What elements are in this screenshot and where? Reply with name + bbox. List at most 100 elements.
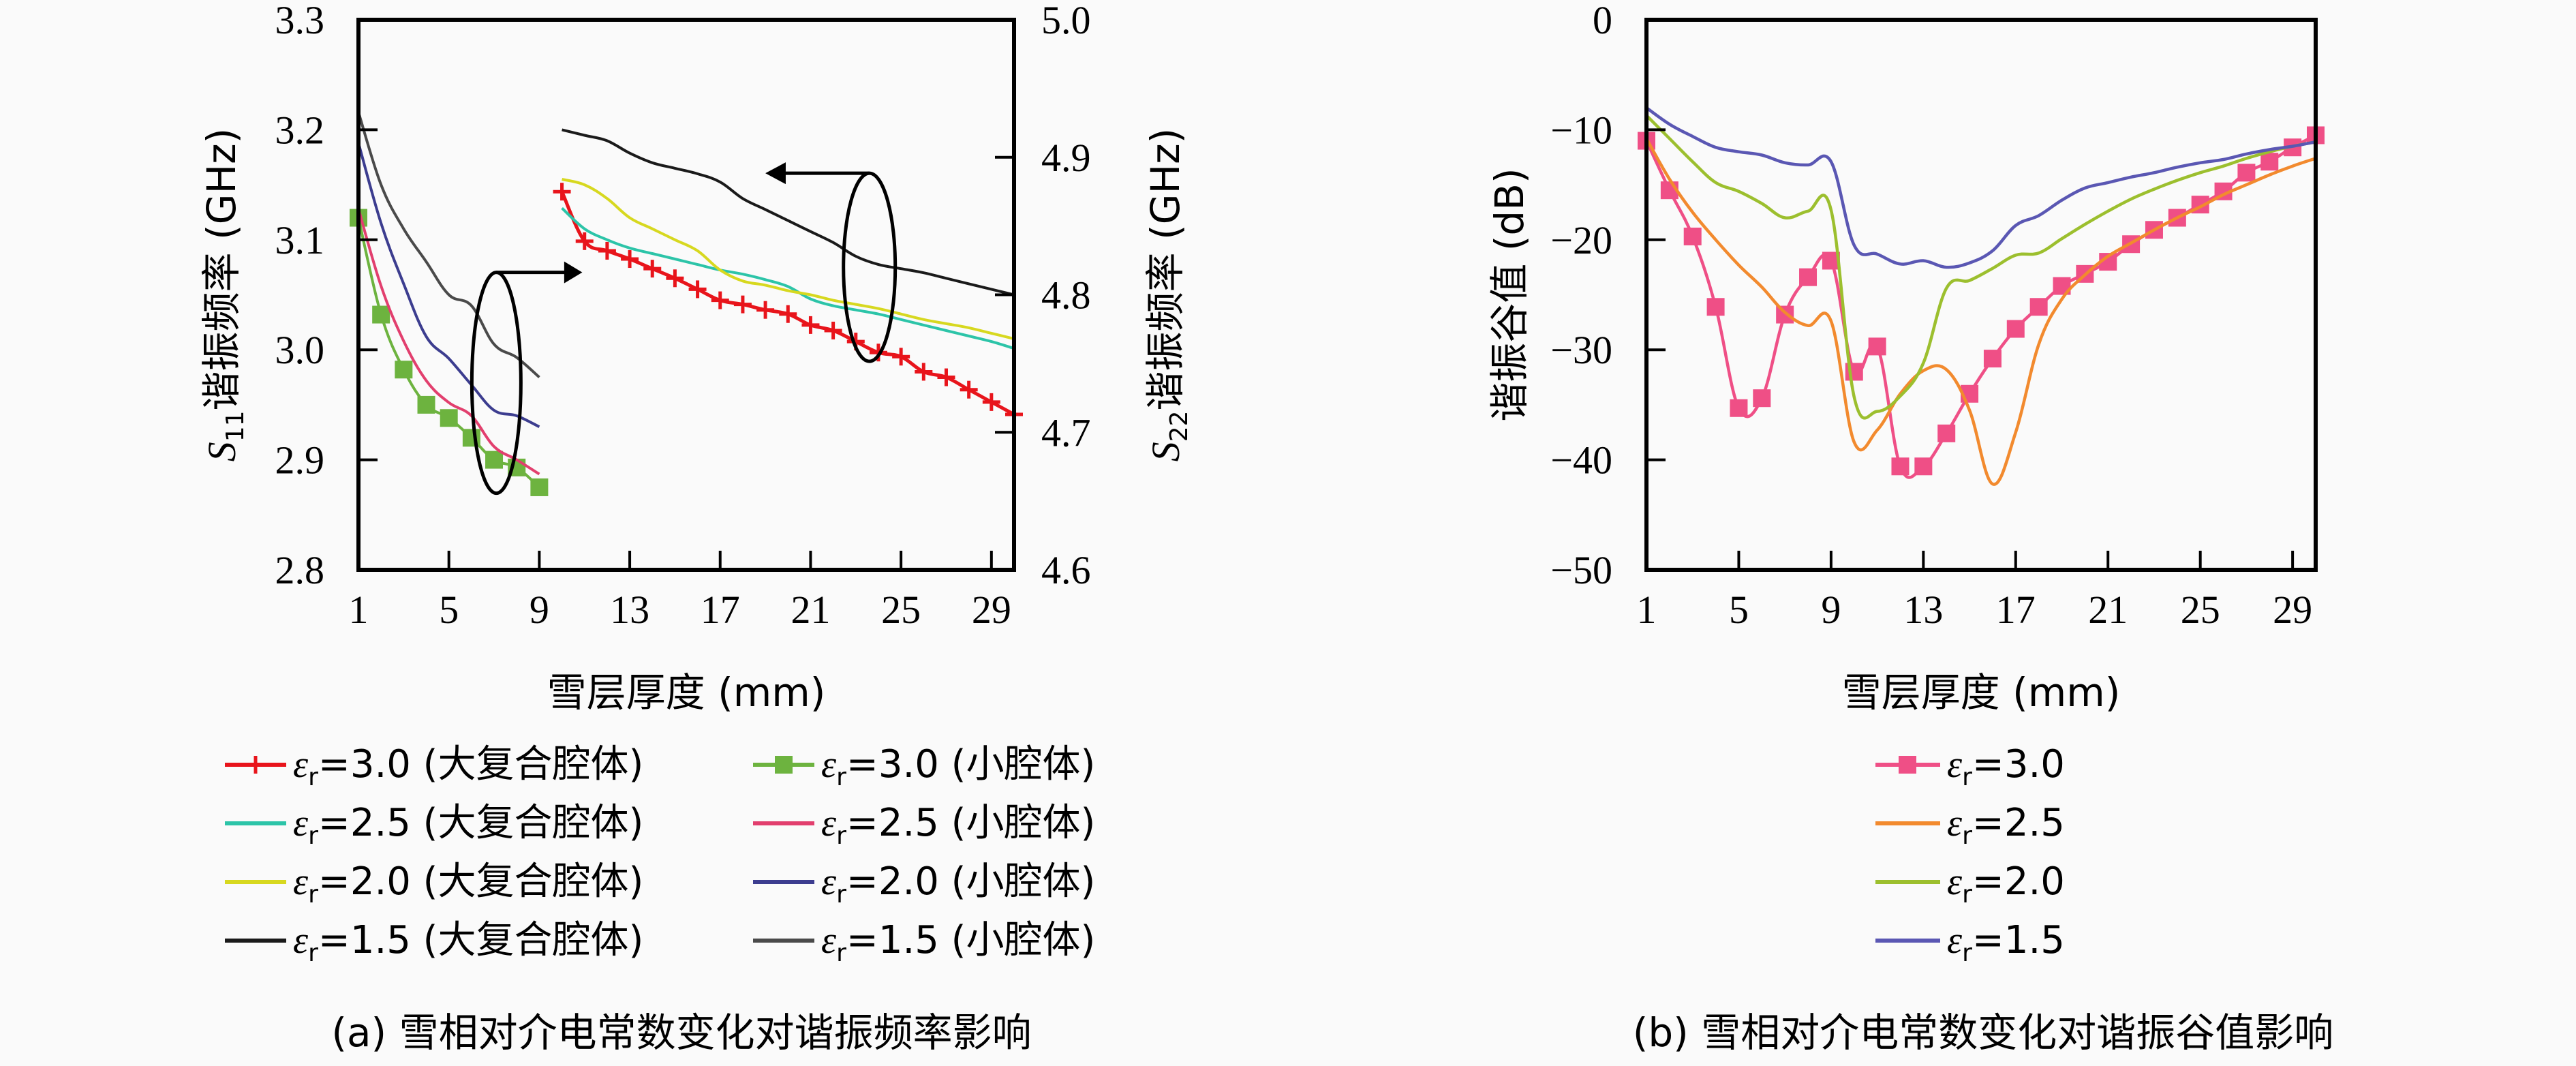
chart-a: 1 5 9 13 17 21 25 29 2.82.93.03.13.23.3 4.64.74… <box>198 0 1193 1056</box>
chart-a-point-0 <box>553 183 571 201</box>
x-tick-label: 9 <box>530 588 549 632</box>
chart-a-point-0 <box>575 232 594 250</box>
chart-b-legend: εr=3.0 εr=2.5 εr=2.0 εr=1.5 <box>1875 742 2065 967</box>
arrow-left-icon <box>765 162 786 185</box>
legend-item: εr=2.0 (大复合腔体) <box>225 859 643 909</box>
chart-a-point-0 <box>779 305 797 323</box>
chart-a-x-axis-title: 雪层厚度 (mm) <box>547 669 826 716</box>
legend-label: εr=3.0 (小腔体) <box>821 742 1095 791</box>
legend-item: εr=1.5 <box>1875 918 2065 967</box>
s-letter-right: S <box>1144 442 1188 461</box>
chart-b-point-0 <box>2006 320 2025 338</box>
chart-b-series-layer <box>1638 106 2325 486</box>
chart-a-caption: (a) 雪相对介电常数变化对谐振频率影响 <box>331 1009 1031 1056</box>
chart-a-point-4 <box>485 451 504 469</box>
chart-a-series-line-1 <box>561 207 1015 350</box>
chart-a-point-4 <box>530 478 549 496</box>
legend-item: εr=2.0 <box>1875 859 2065 909</box>
chart-a-point-0 <box>733 295 752 314</box>
legend-label: εr=2.0 (大复合腔体) <box>293 859 643 909</box>
chart-b-caption: (b) 雪相对介电常数变化对谐振谷值影响 <box>1633 1009 2334 1056</box>
legend-label: εr=2.0 (小腔体) <box>821 859 1095 909</box>
x-tick-label: 1 <box>349 588 369 632</box>
chart-b-series-line-3 <box>1645 106 2316 269</box>
chart-a-point-0 <box>915 363 933 381</box>
chart-a-series-line-4 <box>357 217 540 489</box>
x-tick-label: 1 <box>1637 588 1657 632</box>
x-tick-label: 29 <box>972 588 1011 632</box>
legend-marker <box>775 756 793 774</box>
chart-a-series-line-2 <box>562 178 1015 341</box>
legend-item: εr=2.5 <box>1875 801 2065 850</box>
y-tick-label: −10 <box>1550 108 1612 152</box>
legend-item: εr=1.5 (小腔体) <box>753 918 1095 967</box>
chart-b-point-0 <box>1730 399 1748 417</box>
y-tick-label: −40 <box>1550 438 1612 483</box>
y-tick-label-right: 4.9 <box>1041 136 1091 180</box>
x-tick-label: 21 <box>791 588 830 632</box>
legend-item: εr=3.0 <box>1875 742 2065 791</box>
legend-label: εr=3.0 <box>1947 742 2065 791</box>
chart-a-point-0 <box>621 250 639 269</box>
y-tick-label-right: 4.6 <box>1041 548 1091 592</box>
chart-b-x-ticks: 1 5 9 13 17 21 25 29 <box>1637 551 2312 632</box>
legend-label: εr=3.0 (大复合腔体) <box>293 742 643 791</box>
chart-a-y-axis-title-left: S11谐振频率 (GHz) <box>198 128 249 462</box>
chart-a-point-4 <box>417 395 435 414</box>
x-tick-label: 5 <box>439 588 459 632</box>
legend-item: εr=2.5 (小腔体) <box>753 801 1095 850</box>
y-tick-label-left: 2.9 <box>275 438 325 483</box>
chart-b-point-0 <box>1683 227 1702 245</box>
legend-label: εr=1.5 (小腔体) <box>821 918 1095 967</box>
chart-a-x-ticks: 1 5 9 13 17 21 25 29 <box>349 551 1011 632</box>
x-tick-label: 25 <box>2181 588 2220 632</box>
chart-b-point-0 <box>2029 298 2048 316</box>
chart-a-y-axis-title-right: S22谐振频率 (GHz) <box>1142 128 1193 462</box>
chart-a-y-ticks-right: 4.6 4.7 4.8 4.9 5.0 <box>995 0 1091 592</box>
chart-a-series-layer <box>350 112 1023 496</box>
chart-b-point-0 <box>1753 389 1771 408</box>
legend-item: εr=3.0 (小腔体) <box>753 742 1095 791</box>
chart-a-point-0 <box>801 316 820 334</box>
chart-a-point-0 <box>824 321 842 339</box>
legend-label: εr=1.5 (大复合腔体) <box>293 918 643 967</box>
chart-b-y-ticks: −50 −40 −30 −20 −10 0 <box>1550 0 1666 592</box>
x-tick-label: 9 <box>1821 588 1841 632</box>
s11-label-text: 谐振频率 (GHz) <box>198 128 245 411</box>
legend-label: εr=2.5 <box>1947 801 2065 850</box>
chart-b-point-0 <box>1937 424 1956 442</box>
chart-a-annotations <box>470 162 898 496</box>
s-letter-left: S <box>200 442 244 461</box>
s22-label-text: 谐振频率 (GHz) <box>1142 128 1189 411</box>
chart-a-point-4 <box>440 409 458 427</box>
chart-a-point-0 <box>711 291 729 309</box>
chart-a-series-line-3 <box>562 128 1015 296</box>
x-tick-label: 29 <box>2273 588 2312 632</box>
chart-a-point-4 <box>372 305 390 324</box>
chart-b: 1 5 9 13 17 21 25 29 −50 −40 −30 −20 −10 0 雪层厚度 (mm)… <box>1486 0 2333 1056</box>
y-tick-label-left: 3.1 <box>275 218 325 262</box>
legend-label: εr=2.0 <box>1947 859 2065 909</box>
chart-b-point-0 <box>1914 457 1933 476</box>
y-tick-label-left: 3.0 <box>275 328 325 372</box>
chart-a-series-line-7 <box>357 112 540 379</box>
x-tick-label: 17 <box>1996 588 2036 632</box>
x-tick-label: 21 <box>2088 588 2128 632</box>
y-tick-label-left: 3.2 <box>275 108 325 152</box>
chart-a-point-0 <box>756 301 775 319</box>
y-tick-label-right: 5.0 <box>1041 0 1091 42</box>
chart-a-point-0 <box>892 348 910 366</box>
y-tick-label-left: 3.3 <box>275 0 325 42</box>
arrow-right-icon <box>564 261 583 284</box>
svg-text:S11谐振频率 (GHz): S11谐振频率 (GHz) <box>198 128 249 462</box>
legend-marker <box>247 756 264 774</box>
y-tick-label-right: 4.8 <box>1041 273 1091 318</box>
y-tick-label-right: 4.7 <box>1041 410 1091 455</box>
chart-a-point-0 <box>960 380 978 399</box>
chart-b-point-0 <box>2260 153 2279 171</box>
x-tick-label: 13 <box>1903 588 1943 632</box>
y-tick-label: −30 <box>1550 328 1612 372</box>
chart-b-plot-frame <box>1644 18 2318 572</box>
chart-a-point-4 <box>462 429 480 447</box>
